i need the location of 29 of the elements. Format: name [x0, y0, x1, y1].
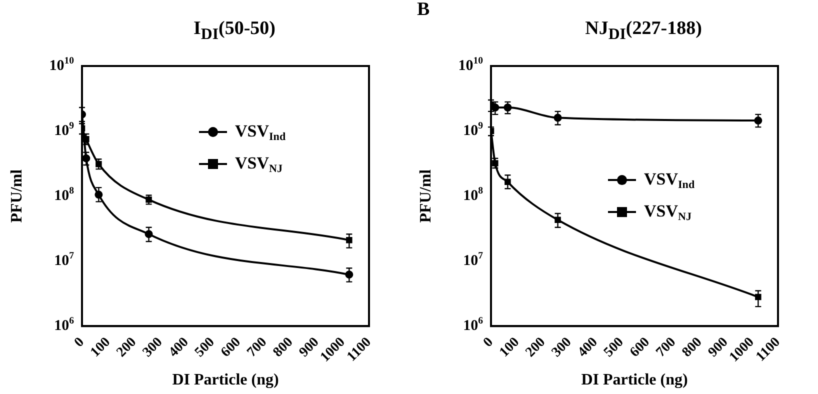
- y-axis-title: PFU/ml: [8, 168, 26, 223]
- x-tick-label: 100: [88, 334, 114, 360]
- x-tick-label: 200: [114, 334, 140, 360]
- x-tick-label: 900: [706, 334, 732, 360]
- x-tick-label: 300: [549, 334, 575, 360]
- x-tick-label: 700: [244, 334, 270, 360]
- x-tick-label: 600: [218, 334, 244, 360]
- x-tick-label: 800: [270, 334, 296, 360]
- x-tick-label: 600: [627, 334, 653, 360]
- x-tick-label: 1100: [754, 334, 784, 365]
- x-tick-label: 700: [654, 334, 680, 360]
- text: B: [417, 0, 430, 20]
- x-tick-label: 100: [497, 334, 522, 360]
- x-tick-label: 0: [480, 334, 496, 350]
- chart-title: NJ$_{DI}$(227-188): [584, 18, 703, 44]
- x-tick-label: 0: [72, 334, 88, 350]
- x-tick-label: 400: [575, 334, 601, 360]
- x-axis-title: DI Particle (ng): [172, 372, 279, 389]
- x-tick-label: 800: [680, 334, 706, 360]
- y-axis-title: PFU/ml: [418, 168, 435, 223]
- x-tick-label: 200: [523, 334, 549, 360]
- x-tick-label: 900: [296, 334, 322, 360]
- chart-title: I$_{DI}$(50-50): [192, 18, 276, 44]
- x-tick-label: 500: [192, 334, 218, 360]
- x-tick-label: 1100: [344, 334, 374, 365]
- x-tick-label: 500: [601, 334, 627, 360]
- x-tick-label: 400: [166, 334, 192, 360]
- x-axis-title: DI Particle (ng): [581, 372, 688, 389]
- x-tick-label: 300: [140, 334, 166, 360]
